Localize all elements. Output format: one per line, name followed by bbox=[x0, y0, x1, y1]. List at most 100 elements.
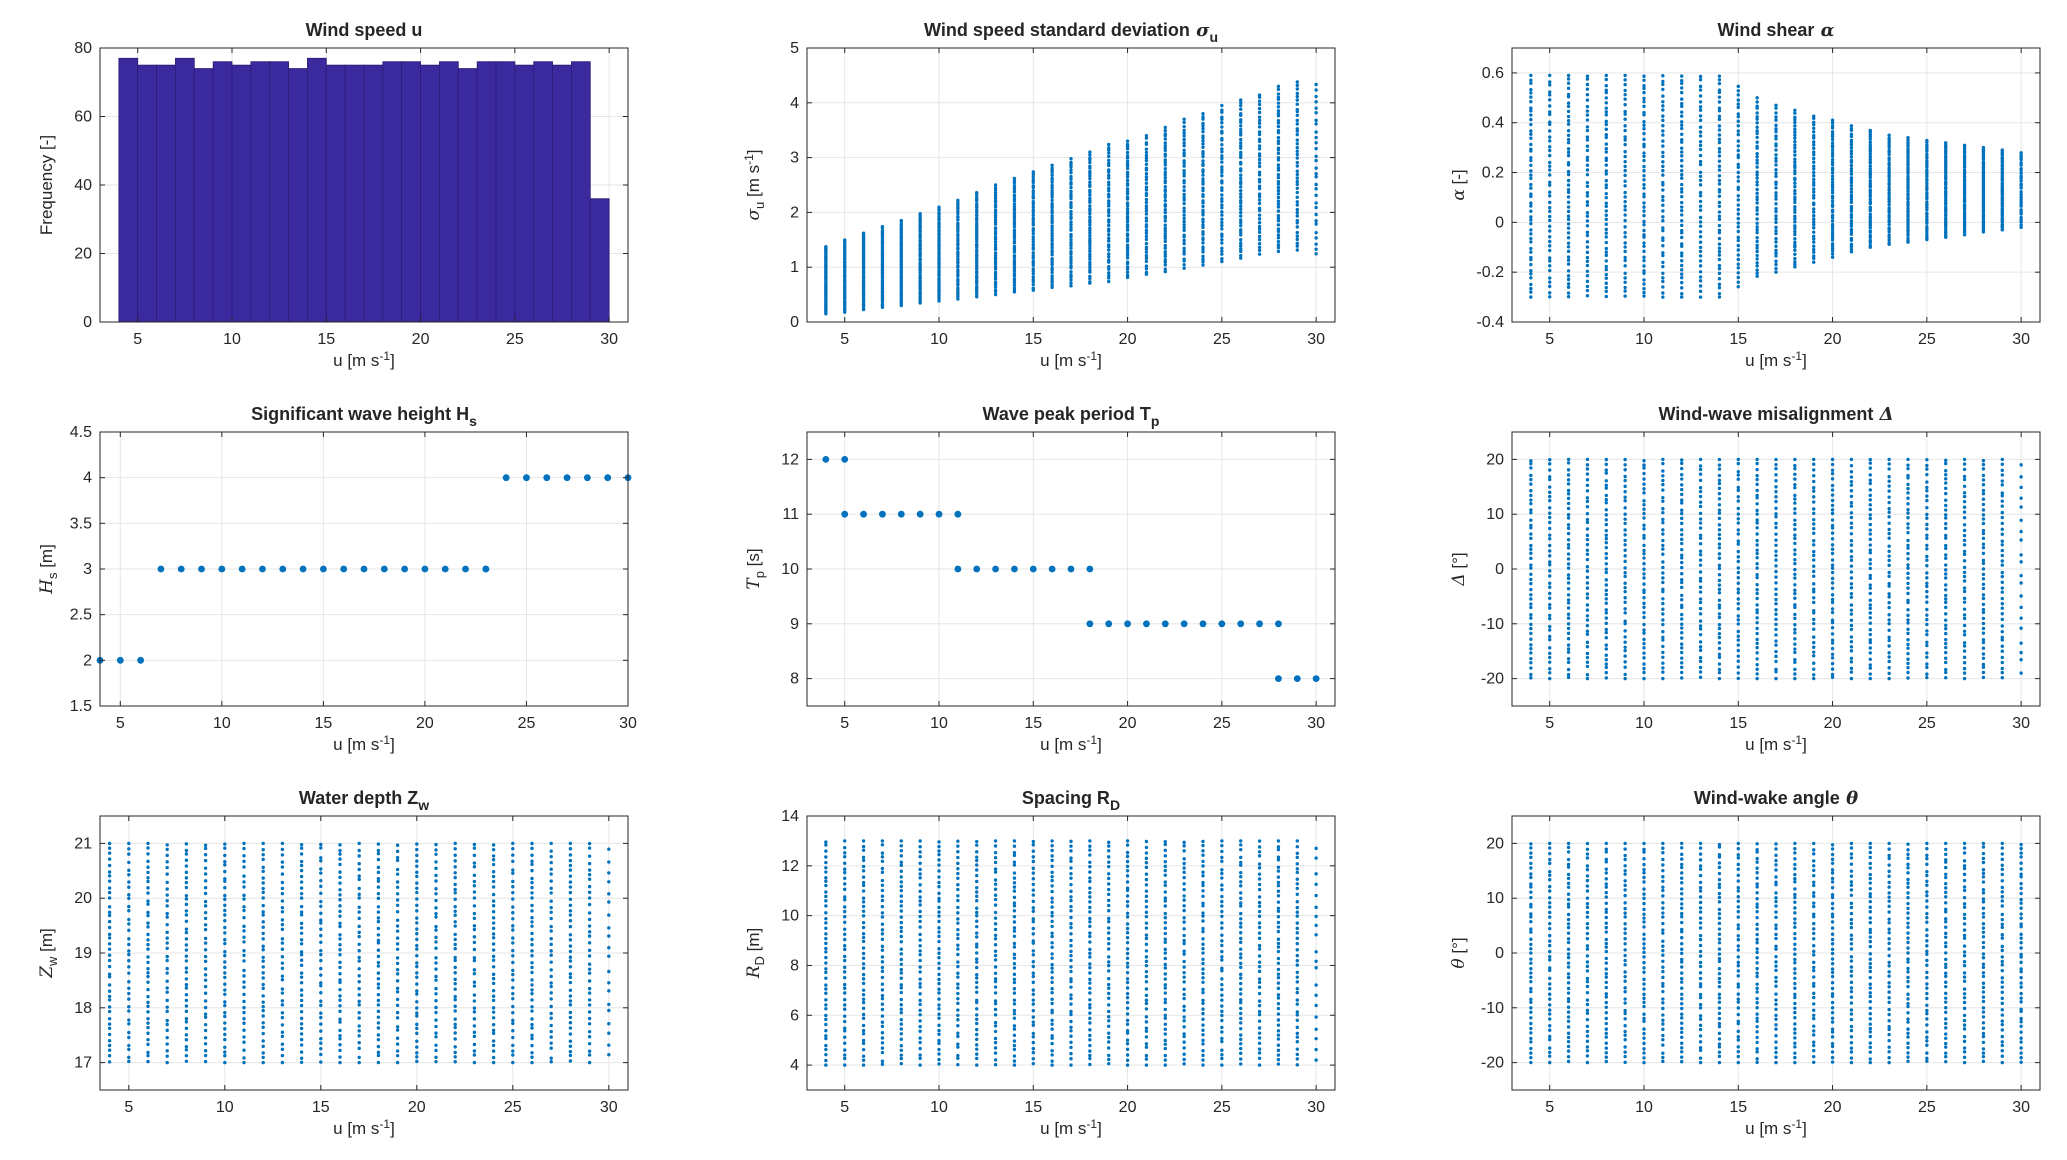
data-point bbox=[1604, 213, 1608, 217]
data-point bbox=[357, 848, 361, 853]
data-point bbox=[415, 890, 419, 895]
data-point bbox=[1295, 230, 1299, 235]
x-tick-label: 30 bbox=[619, 715, 637, 732]
data-point bbox=[1793, 596, 1797, 600]
data-point bbox=[1642, 169, 1646, 173]
data-point bbox=[1239, 214, 1243, 218]
data-point bbox=[203, 1015, 208, 1019]
data-point bbox=[1201, 130, 1205, 134]
data-point bbox=[1548, 655, 1552, 660]
data-point bbox=[1849, 224, 1854, 228]
data-point bbox=[880, 274, 885, 279]
data-point bbox=[1680, 110, 1684, 114]
data-point bbox=[1774, 612, 1778, 616]
data-point bbox=[511, 936, 515, 940]
data-point bbox=[1736, 581, 1740, 585]
data-point bbox=[1717, 573, 1722, 577]
data-point bbox=[1736, 266, 1740, 270]
data-point bbox=[184, 986, 189, 990]
data-point bbox=[1830, 531, 1835, 535]
data-point bbox=[1163, 246, 1167, 250]
data-point bbox=[1812, 256, 1816, 261]
data-point bbox=[1012, 228, 1017, 232]
data-point bbox=[376, 938, 381, 943]
data-point bbox=[1755, 662, 1759, 667]
data-point bbox=[1604, 227, 1608, 232]
data-point bbox=[1944, 568, 1948, 572]
data-point bbox=[1069, 180, 1073, 185]
data-point bbox=[1717, 478, 1722, 482]
data-point bbox=[1163, 141, 1167, 145]
data-point bbox=[1144, 231, 1149, 235]
data-point bbox=[261, 881, 265, 885]
data-point bbox=[395, 986, 400, 990]
data-point bbox=[1962, 543, 1967, 547]
data-point bbox=[1585, 489, 1590, 493]
data-point bbox=[1925, 617, 1929, 622]
data-point bbox=[1812, 495, 1816, 499]
data-point bbox=[1182, 213, 1186, 217]
data-point bbox=[203, 1053, 208, 1058]
data-point bbox=[1623, 218, 1627, 223]
data-point bbox=[1736, 576, 1740, 580]
data-point bbox=[1314, 141, 1318, 145]
data-point bbox=[357, 993, 361, 997]
data-point bbox=[1887, 203, 1891, 207]
data-point bbox=[146, 1042, 150, 1047]
data-point bbox=[1604, 653, 1608, 657]
data-point bbox=[165, 865, 169, 870]
data-point bbox=[1548, 569, 1552, 573]
data-point bbox=[1623, 241, 1627, 245]
data-point bbox=[1548, 676, 1552, 681]
data-point bbox=[1623, 495, 1627, 499]
data-point bbox=[107, 1026, 112, 1030]
data-point bbox=[993, 191, 998, 195]
data-point bbox=[434, 992, 438, 996]
data-point bbox=[511, 841, 515, 846]
data-point bbox=[1962, 644, 1967, 648]
data-point bbox=[1623, 478, 1627, 483]
data-point bbox=[1717, 263, 1722, 268]
data-point bbox=[1755, 228, 1759, 232]
data-point bbox=[472, 911, 477, 916]
data-point bbox=[1755, 268, 1759, 272]
data-point bbox=[1548, 543, 1552, 548]
data-point bbox=[1144, 188, 1149, 192]
data-point bbox=[157, 565, 165, 573]
y-axis-label: σu [m s-1] bbox=[742, 149, 767, 220]
data-point bbox=[1849, 124, 1854, 128]
data-point bbox=[1566, 566, 1571, 570]
data-point bbox=[1793, 472, 1797, 477]
data-point bbox=[1774, 667, 1778, 672]
data-point bbox=[1163, 239, 1167, 244]
data-point bbox=[107, 1017, 112, 1021]
data-point bbox=[1887, 563, 1891, 568]
data-point bbox=[530, 891, 534, 895]
data-point bbox=[1050, 256, 1054, 261]
data-point bbox=[1793, 115, 1797, 119]
data-point bbox=[1314, 230, 1318, 235]
data-point bbox=[146, 938, 150, 942]
data-point bbox=[242, 980, 246, 984]
data-point bbox=[376, 964, 381, 968]
data-point bbox=[223, 925, 227, 930]
data-point bbox=[491, 994, 496, 998]
data-point bbox=[1962, 523, 1967, 527]
data-point bbox=[1717, 242, 1722, 246]
data-point bbox=[1642, 258, 1646, 263]
data-point bbox=[338, 937, 342, 941]
data-point bbox=[1163, 243, 1167, 248]
data-point bbox=[1755, 243, 1759, 247]
data-point bbox=[1793, 612, 1797, 617]
data-point bbox=[1144, 237, 1149, 242]
data-point bbox=[1604, 253, 1608, 258]
data-point bbox=[1981, 546, 1986, 550]
data-point bbox=[1812, 538, 1816, 543]
data-point bbox=[1661, 160, 1665, 164]
data-point bbox=[918, 212, 922, 216]
data-point bbox=[1182, 198, 1186, 202]
data-point bbox=[472, 1042, 477, 1047]
data-point bbox=[1604, 522, 1608, 527]
data-point bbox=[1566, 214, 1571, 218]
data-point bbox=[1088, 226, 1092, 230]
